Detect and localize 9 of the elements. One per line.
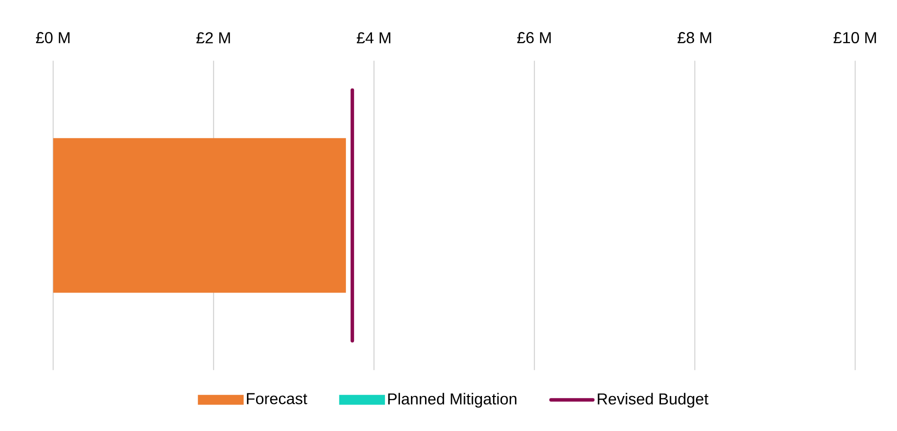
- x-tick-label: £2 M: [196, 32, 230, 44]
- x-tick-label: £4 M: [356, 32, 390, 44]
- legend-label: Revised Budget: [598, 392, 708, 408]
- x-tick-label: £6 M: [517, 32, 551, 44]
- legend-label: Planned Mitigation: [388, 392, 516, 408]
- x-tick-label: £8 M: [678, 32, 712, 44]
- x-tick-label: £10 M: [834, 32, 876, 44]
- legend-label: Forecast: [246, 393, 308, 404]
- x-tick-label: £0 M: [36, 32, 70, 44]
